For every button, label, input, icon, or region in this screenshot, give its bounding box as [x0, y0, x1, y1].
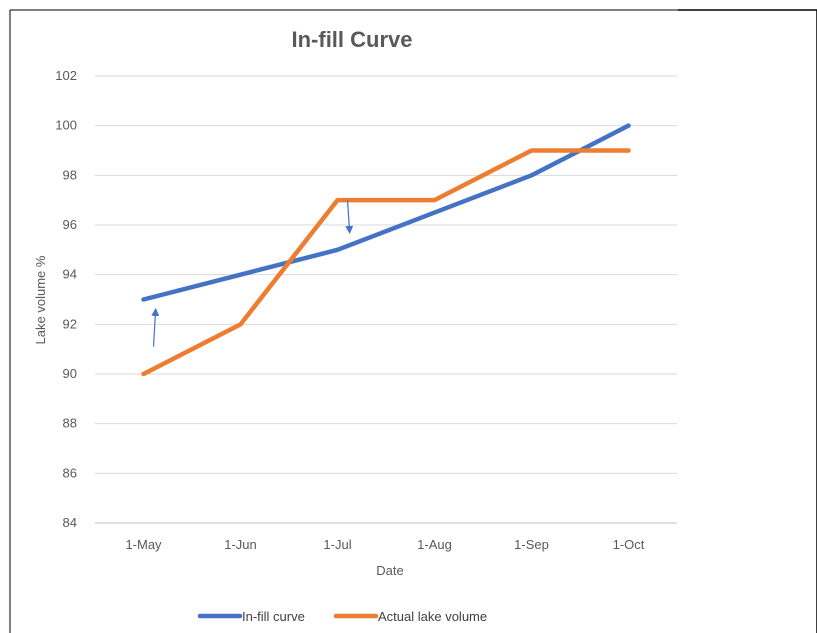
- x-tick-label: 1-Jul: [323, 537, 351, 552]
- x-tick-label: 1-Jun: [224, 537, 257, 552]
- annotation-arrow: [151, 307, 160, 347]
- annotations: [151, 200, 354, 347]
- y-tick-label: 100: [55, 118, 77, 133]
- y-tick-label: 92: [63, 316, 77, 331]
- x-axis-title: Date: [376, 563, 403, 578]
- y-tick-label: 90: [63, 366, 77, 381]
- series-line-1: [141, 123, 631, 302]
- x-axis-ticks: 1-May 1-Jun 1-Jul 1-Aug 1-Sep 1-Oct: [125, 537, 644, 552]
- annotation-arrow: [345, 200, 354, 234]
- chart-title: In-fill Curve: [291, 27, 412, 52]
- y-tick-label: 98: [63, 167, 77, 182]
- x-tick-label: 1-May: [125, 537, 162, 552]
- y-axis-title: Lake volume %: [33, 255, 48, 344]
- y-tick-label: 96: [63, 217, 77, 232]
- series-lines: [141, 123, 631, 377]
- legend-label-1: In-fill curve: [242, 609, 305, 624]
- y-axis-ticks: 84 86 88 90 92 94 96 98 100 102: [55, 68, 77, 530]
- x-tick-label: 1-Sep: [514, 537, 549, 552]
- y-tick-label: 94: [63, 267, 77, 282]
- y-tick-label: 84: [63, 515, 77, 530]
- gridlines: [95, 75, 677, 524]
- series-line-2: [141, 148, 631, 377]
- y-tick-label: 88: [63, 416, 77, 431]
- y-tick-label: 102: [55, 68, 77, 83]
- legend-label-2: Actual lake volume: [378, 609, 487, 624]
- x-tick-label: 1-Aug: [417, 537, 452, 552]
- legend: In-fill curve Actual lake volume: [197, 609, 487, 624]
- y-tick-label: 86: [63, 465, 77, 480]
- x-tick-label: 1-Oct: [613, 537, 645, 552]
